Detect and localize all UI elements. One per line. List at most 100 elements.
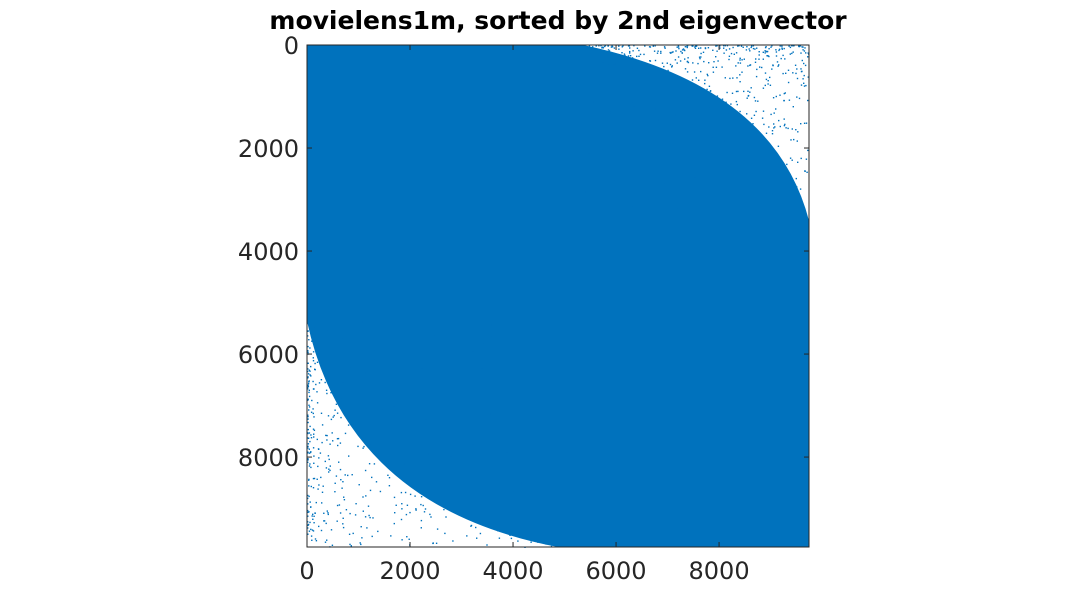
- scatter-point: [698, 79, 700, 81]
- scatter-point: [515, 494, 517, 497]
- scatter-point: [430, 414, 432, 417]
- scatter-point: [544, 496, 546, 499]
- scatter-point: [353, 376, 356, 378]
- scatter-point: [395, 413, 397, 415]
- scatter-point: [598, 45, 600, 47]
- scatter-point: [430, 516, 432, 518]
- scatter-point: [583, 194, 585, 196]
- scatter-point: [771, 68, 773, 70]
- scatter-point: [390, 436, 392, 438]
- scatter-point: [735, 100, 738, 103]
- scatter-point: [557, 394, 559, 396]
- scatter-point: [758, 199, 760, 202]
- scatter-point: [687, 121, 689, 124]
- scatter-point: [700, 56, 702, 58]
- scatter-point: [720, 103, 722, 106]
- scatter-point: [715, 66, 718, 68]
- scatter-point: [765, 189, 767, 192]
- scatter-point: [624, 175, 626, 177]
- scatter-point: [514, 477, 516, 479]
- scatter-point: [656, 52, 659, 54]
- scatter-point: [657, 149, 659, 151]
- scatter-point: [408, 481, 410, 484]
- scatter-point: [612, 85, 614, 87]
- scatter-point: [307, 447, 309, 449]
- scatter-point: [328, 363, 330, 365]
- scatter-point: [406, 481, 408, 483]
- scatter-point: [672, 51, 674, 53]
- scatter-point: [499, 507, 501, 509]
- scatter-point: [412, 468, 414, 470]
- scatter-point: [658, 119, 660, 121]
- scatter-point: [481, 408, 484, 410]
- scatter-point: [624, 54, 626, 56]
- scatter-point: [326, 510, 328, 512]
- scatter-point: [527, 447, 529, 449]
- scatter-point: [634, 113, 636, 116]
- scatter-point: [393, 496, 396, 499]
- scatter-point: [313, 522, 315, 524]
- scatter-point: [435, 418, 437, 420]
- scatter-point: [429, 481, 432, 483]
- scatter-point: [457, 451, 460, 453]
- scatter-point: [803, 50, 806, 52]
- scatter-point: [769, 76, 771, 79]
- scatter-point: [308, 389, 310, 391]
- scatter-point: [388, 485, 391, 487]
- scatter-point: [663, 182, 665, 184]
- scatter-point: [795, 129, 797, 131]
- scatter-point: [528, 334, 531, 336]
- scatter-point: [775, 198, 777, 200]
- scatter-point: [472, 454, 474, 457]
- x-tick-label: 0: [299, 557, 314, 585]
- scatter-point: [438, 321, 440, 323]
- sparse-bottom-left-region: [307, 321, 558, 547]
- scatter-point: [308, 406, 311, 408]
- scatter-point: [342, 517, 344, 519]
- scatter-point: [791, 128, 793, 130]
- scatter-point: [434, 449, 436, 452]
- scatter-point: [629, 50, 631, 53]
- scatter-point: [401, 503, 403, 505]
- scatter-point: [505, 486, 507, 488]
- scatter-point: [749, 172, 752, 174]
- scatter-point: [498, 537, 501, 539]
- y-tick-label: 4000: [238, 238, 299, 266]
- scatter-point: [753, 114, 756, 116]
- scatter-point: [775, 51, 778, 53]
- scatter-point: [472, 475, 474, 477]
- scatter-point: [310, 375, 312, 377]
- scatter-point: [709, 90, 712, 92]
- scatter-point: [728, 55, 731, 57]
- scatter-point: [469, 478, 471, 480]
- scatter-point: [593, 139, 596, 141]
- scatter-point: [767, 80, 769, 82]
- scatter-point: [740, 45, 743, 47]
- scatter-point: [514, 474, 517, 477]
- scatter-point: [613, 63, 615, 65]
- scatter-point: [656, 68, 658, 71]
- scatter-point: [773, 127, 775, 129]
- scatter-point: [782, 175, 784, 177]
- scatter-point: [489, 356, 492, 358]
- scatter-point: [642, 104, 645, 106]
- scatter-point: [370, 443, 373, 446]
- scatter-point: [638, 55, 640, 57]
- scatter-point: [722, 198, 724, 200]
- scatter-point: [401, 539, 403, 541]
- scatter-point: [722, 136, 725, 138]
- scatter-point: [471, 505, 473, 507]
- scatter-point: [371, 324, 374, 326]
- scatter-point: [468, 433, 471, 435]
- scatter-point: [493, 464, 496, 466]
- scatter-point: [320, 529, 323, 532]
- scatter-point: [755, 58, 757, 60]
- scatter-point: [389, 353, 392, 355]
- scatter-point: [350, 545, 352, 547]
- scatter-point: [758, 58, 760, 60]
- scatter-point: [769, 196, 771, 199]
- scatter-point: [387, 370, 390, 372]
- scatter-point: [512, 491, 514, 493]
- scatter-point: [347, 410, 349, 412]
- scatter-point: [340, 479, 342, 481]
